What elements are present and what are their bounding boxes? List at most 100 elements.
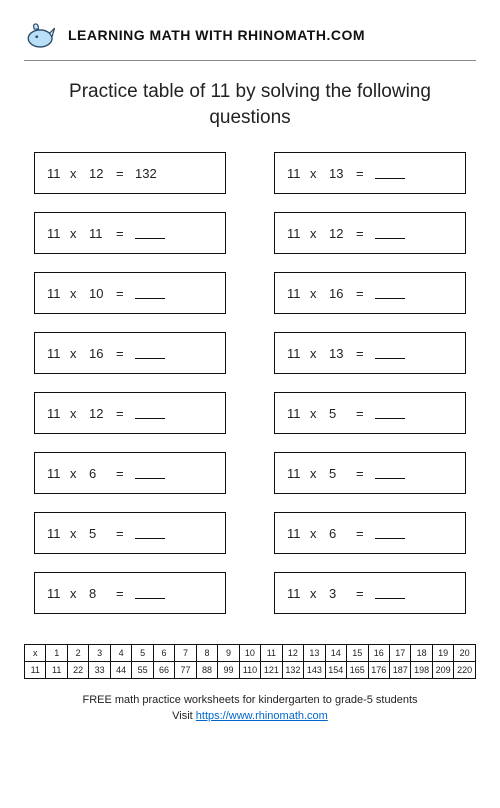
answer-blank[interactable] [375,238,405,239]
table-value-cell: 11 [46,662,67,679]
table-header-cell: 14 [325,645,346,662]
table-header-cell: 12 [282,645,303,662]
operand-a: 11 [47,346,61,361]
answer-blank[interactable] [375,178,405,179]
question-box: 11x8= [34,572,226,614]
question-box: 11x12= [34,392,226,434]
table-header-cell: 2 [67,645,88,662]
answer-blank[interactable] [135,418,165,419]
table-header-cell: 10 [239,645,260,662]
table-value-cell: 88 [196,662,217,679]
multiplication-reference-table: x1234567891011121314151617181920 1111223… [24,644,476,679]
operand-a: 11 [47,286,61,301]
answer-blank[interactable] [135,358,165,359]
operand-b: 12 [89,166,107,181]
table-header-cell: 15 [347,645,368,662]
equals-sign: = [356,166,366,181]
equals-sign: = [116,286,126,301]
operator: x [70,286,80,301]
question-box: 11x16= [274,272,466,314]
table-value-cell: 220 [454,662,476,679]
answer-blank[interactable] [135,538,165,539]
operator: x [310,286,320,301]
table-value-cell: 22 [67,662,88,679]
operand-a: 11 [47,226,61,241]
page-footer: FREE math practice worksheets for kinder… [24,693,476,724]
footer-line-1: FREE math practice worksheets for kinder… [24,693,476,708]
operand-a: 11 [287,226,301,241]
table-header-cell: 7 [175,645,196,662]
operand-b: 16 [89,346,107,361]
question-box: 11x16= [34,332,226,374]
operand-b: 12 [89,406,107,421]
answer-blank[interactable] [135,298,165,299]
operand-b: 5 [329,466,347,481]
operand-a: 11 [287,346,301,361]
table-value-cell: 55 [132,662,153,679]
table-header-cell: 17 [389,645,410,662]
operand-a: 11 [287,586,301,601]
operand-b: 13 [329,346,347,361]
operand-b: 6 [329,526,347,541]
operand-a: 11 [287,466,301,481]
table-header-cell: 6 [153,645,174,662]
table-header-cell: 19 [432,645,453,662]
question-box: 11x3= [274,572,466,614]
table-value-cell: 44 [110,662,131,679]
answer-blank[interactable] [135,598,165,599]
operand-b: 16 [329,286,347,301]
equals-sign: = [356,406,366,421]
operator: x [70,526,80,541]
answer-blank[interactable] [375,598,405,599]
table-header-cell: 8 [196,645,217,662]
operator: x [310,346,320,361]
answer-blank[interactable] [375,358,405,359]
table-header-cell: 9 [218,645,239,662]
table-value-cell: 66 [153,662,174,679]
operand-b: 13 [329,166,347,181]
question-box: 11x11= [34,212,226,254]
operator: x [70,466,80,481]
operand-a: 11 [287,286,301,301]
page-header: LEARNING MATH WITH RHINOMATH.COM [24,18,476,52]
table-header-cell: 3 [89,645,110,662]
operator: x [310,406,320,421]
operand-a: 11 [47,466,61,481]
operand-b: 6 [89,466,107,481]
answer-blank[interactable] [375,418,405,419]
table-value-cell: 110 [239,662,260,679]
operand-a: 11 [287,406,301,421]
operand-b: 3 [329,586,347,601]
footer-link[interactable]: https://www.rhinomath.com [196,710,328,722]
table-value-cell: 154 [325,662,346,679]
question-box: 11x5= [274,452,466,494]
question-box: 11x12= [274,212,466,254]
table-value-cell: 198 [411,662,432,679]
question-box: 11x6= [34,452,226,494]
worksheet-title: Practice table of 11 by solving the foll… [24,79,476,130]
equals-sign: = [116,166,126,181]
table-value-cell: 99 [218,662,239,679]
answer-blank[interactable] [375,478,405,479]
answer-blank[interactable] [375,298,405,299]
question-box: 11x5= [34,512,226,554]
operator: x [70,346,80,361]
question-box: 11x6= [274,512,466,554]
operator: x [310,526,320,541]
table-value-cell: 121 [261,662,282,679]
equals-sign: = [116,586,126,601]
answer-blank[interactable] [135,478,165,479]
question-box: 11x13= [274,152,466,194]
answer-blank[interactable] [135,238,165,239]
table-header-cell: 11 [261,645,282,662]
table-header-cell: 5 [132,645,153,662]
answer-blank[interactable] [375,538,405,539]
operand-a: 11 [47,406,61,421]
operator: x [310,586,320,601]
table-value-cell: 77 [175,662,196,679]
equals-sign: = [356,346,366,361]
table-header-cell: 20 [454,645,476,662]
operand-a: 11 [287,526,301,541]
operator: x [70,586,80,601]
operand-a: 11 [47,526,61,541]
